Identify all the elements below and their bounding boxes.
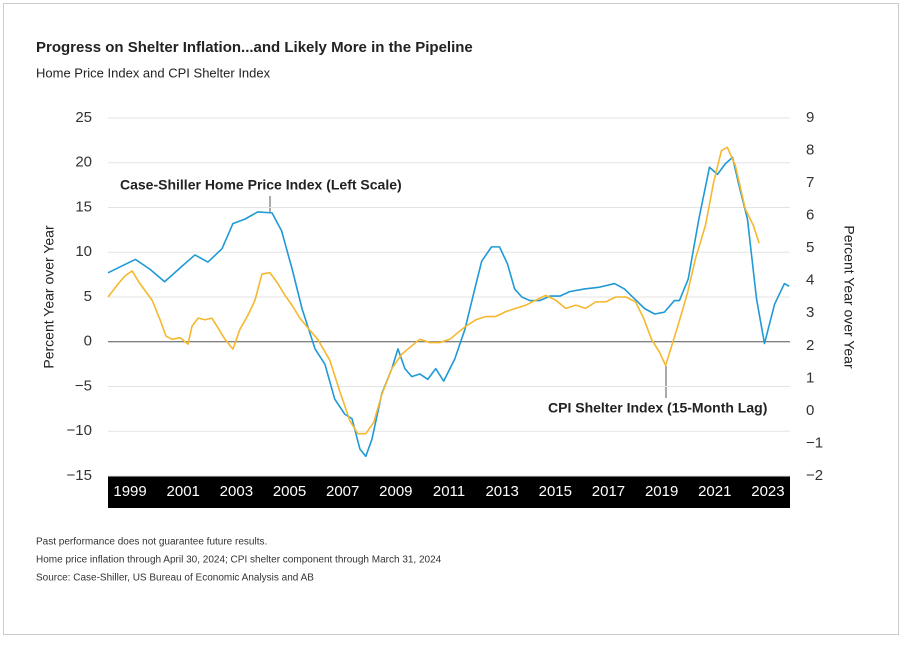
y-tick-label: 0 xyxy=(84,333,92,350)
y2-tick-label: 7 xyxy=(806,174,814,191)
y-tick-label: 5 xyxy=(84,288,92,305)
y2-tick-label: 5 xyxy=(806,239,814,256)
x-tick-label: 2015 xyxy=(539,483,572,500)
y2-tick-label: 9 xyxy=(806,109,814,126)
series-line xyxy=(107,146,760,435)
y2-tick-label: 0 xyxy=(806,402,814,419)
annotation: CPI Shelter Index (15-Month Lag) xyxy=(548,400,767,416)
chart-subtitle: Home Price Index and CPI Shelter Index xyxy=(36,65,271,80)
x-tick-label: 2021 xyxy=(698,483,731,500)
y-tick-label: 10 xyxy=(75,243,92,260)
y-tick-label: −15 xyxy=(67,467,92,484)
y2-tick-label: 6 xyxy=(806,207,814,224)
y2-tick-label: −1 xyxy=(806,434,823,451)
frame xyxy=(3,3,899,635)
x-tick-label: 2001 xyxy=(167,483,200,500)
annotation: Case-Shiller Home Price Index (Left Scal… xyxy=(120,177,402,193)
y2-axis-label: Percent Year over Year xyxy=(841,225,857,369)
x-axis-band xyxy=(108,476,790,508)
y-axis-label: Percent Year over Year xyxy=(41,225,57,369)
x-tick-label: 2017 xyxy=(592,483,625,500)
y-tick-label: −5 xyxy=(75,377,92,394)
y2-tick-label: 3 xyxy=(806,304,814,321)
x-tick-label: 2009 xyxy=(379,483,412,500)
footnote: Home price inflation through April 30, 2… xyxy=(36,555,442,566)
y2-tick-label: 4 xyxy=(806,272,814,289)
footnote: Source: Case-Shiller, US Bureau of Econo… xyxy=(36,573,314,584)
x-tick-label: 2013 xyxy=(485,483,518,500)
series-line xyxy=(107,156,790,458)
x-tick-label: 2007 xyxy=(326,483,359,500)
x-tick-label: 2019 xyxy=(645,483,678,500)
y-tick-label: 15 xyxy=(75,198,92,215)
x-tick-label: 1999 xyxy=(113,483,146,500)
x-tick-label: 2005 xyxy=(273,483,306,500)
x-tick-label: 2011 xyxy=(433,483,465,500)
chart-title: Progress on Shelter Inflation...and Like… xyxy=(36,39,473,56)
y2-tick-label: 2 xyxy=(806,337,814,354)
y2-tick-label: 1 xyxy=(806,369,814,386)
x-tick-label: 2003 xyxy=(220,483,253,500)
x-tick-label: 2023 xyxy=(751,483,784,500)
y2-tick-label: −2 xyxy=(806,467,823,484)
y2-tick-label: 8 xyxy=(806,142,814,159)
y-tick-label: 25 xyxy=(75,109,92,126)
footnote: Past performance does not guarantee futu… xyxy=(36,537,267,548)
y-tick-label: −10 xyxy=(67,422,92,439)
y-tick-label: 20 xyxy=(75,154,92,171)
